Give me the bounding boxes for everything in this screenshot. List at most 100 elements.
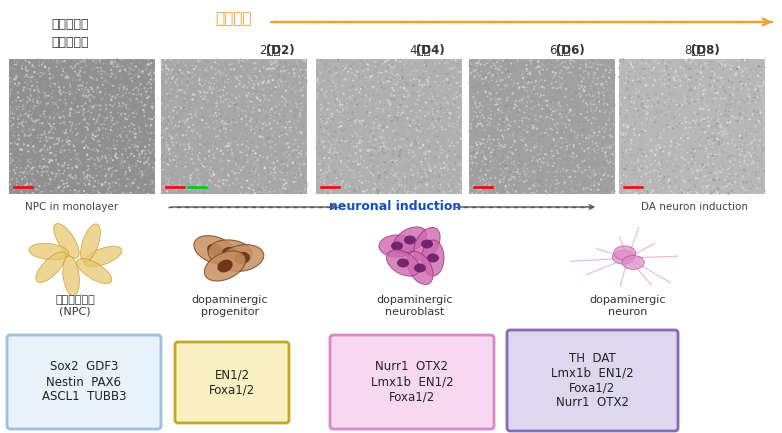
Point xyxy=(222,119,235,126)
Point xyxy=(58,129,70,136)
Point xyxy=(572,174,584,181)
Point xyxy=(350,86,362,93)
Point xyxy=(401,94,414,101)
Point xyxy=(244,188,256,195)
Point xyxy=(142,71,155,78)
Point xyxy=(384,100,396,107)
Point xyxy=(329,149,342,155)
Point xyxy=(518,136,531,143)
Point xyxy=(730,171,742,178)
Point xyxy=(492,136,504,143)
Point xyxy=(105,172,117,179)
Point xyxy=(638,187,651,194)
Point xyxy=(124,101,137,108)
Point xyxy=(583,170,596,177)
Point xyxy=(591,65,604,72)
Point xyxy=(162,78,174,85)
Point xyxy=(365,181,378,187)
Point xyxy=(102,130,114,137)
Point xyxy=(450,189,463,196)
Point xyxy=(602,120,615,126)
Point xyxy=(220,100,232,107)
Point xyxy=(484,149,497,156)
Point xyxy=(38,181,50,188)
Point xyxy=(184,64,196,71)
Point xyxy=(654,134,666,141)
Point xyxy=(479,91,491,98)
Point xyxy=(396,107,408,114)
Point xyxy=(20,63,32,70)
Point xyxy=(505,76,518,83)
Point xyxy=(271,153,284,160)
Point xyxy=(644,120,656,127)
Point xyxy=(195,86,207,93)
Point xyxy=(116,152,128,159)
Point xyxy=(422,187,435,194)
Point xyxy=(158,120,170,127)
Point xyxy=(163,71,176,78)
Point xyxy=(183,187,196,194)
Point xyxy=(94,56,106,63)
Point xyxy=(120,87,132,94)
Point xyxy=(697,91,709,98)
Point xyxy=(353,169,366,176)
Point xyxy=(46,158,59,165)
Point xyxy=(744,86,757,93)
Point xyxy=(639,171,651,178)
Point xyxy=(600,142,612,149)
Point xyxy=(24,60,37,67)
Point xyxy=(392,115,404,122)
Point xyxy=(748,105,760,112)
Point xyxy=(117,58,130,65)
Point xyxy=(567,57,579,64)
Point xyxy=(22,68,34,75)
Point xyxy=(525,66,537,73)
Point xyxy=(357,68,370,75)
Point xyxy=(717,162,730,169)
Point xyxy=(493,86,506,93)
Point xyxy=(501,113,514,120)
Point xyxy=(577,83,590,90)
Point xyxy=(365,72,378,79)
Point xyxy=(398,85,411,92)
Point xyxy=(213,73,225,80)
Point xyxy=(317,151,330,158)
Point xyxy=(346,96,359,103)
Point xyxy=(69,135,81,142)
Point xyxy=(156,160,168,167)
Point xyxy=(224,66,236,73)
Point xyxy=(708,177,720,184)
Point xyxy=(685,165,698,172)
Point xyxy=(295,171,307,178)
Point xyxy=(563,152,576,159)
Point xyxy=(321,119,334,126)
Point xyxy=(437,78,450,85)
Point xyxy=(603,116,615,123)
Point xyxy=(228,121,241,128)
Point xyxy=(163,64,175,71)
Point xyxy=(581,101,594,108)
Point xyxy=(414,145,426,152)
Point xyxy=(501,126,514,132)
Point xyxy=(311,80,324,87)
Point xyxy=(345,122,357,129)
Point xyxy=(127,129,139,136)
Point xyxy=(414,182,426,189)
Point xyxy=(65,149,77,156)
Point xyxy=(163,175,176,182)
Point xyxy=(477,76,490,83)
Point xyxy=(515,88,528,95)
Point xyxy=(16,106,29,113)
Point xyxy=(177,105,189,112)
Point xyxy=(20,109,32,116)
Point xyxy=(209,181,221,188)
Point xyxy=(271,106,283,113)
Point xyxy=(479,75,491,82)
Point xyxy=(267,174,280,181)
Point xyxy=(404,176,417,183)
Point xyxy=(698,126,711,132)
Point xyxy=(511,153,524,160)
Point xyxy=(142,165,155,172)
Point xyxy=(281,169,293,176)
Point xyxy=(210,139,222,145)
